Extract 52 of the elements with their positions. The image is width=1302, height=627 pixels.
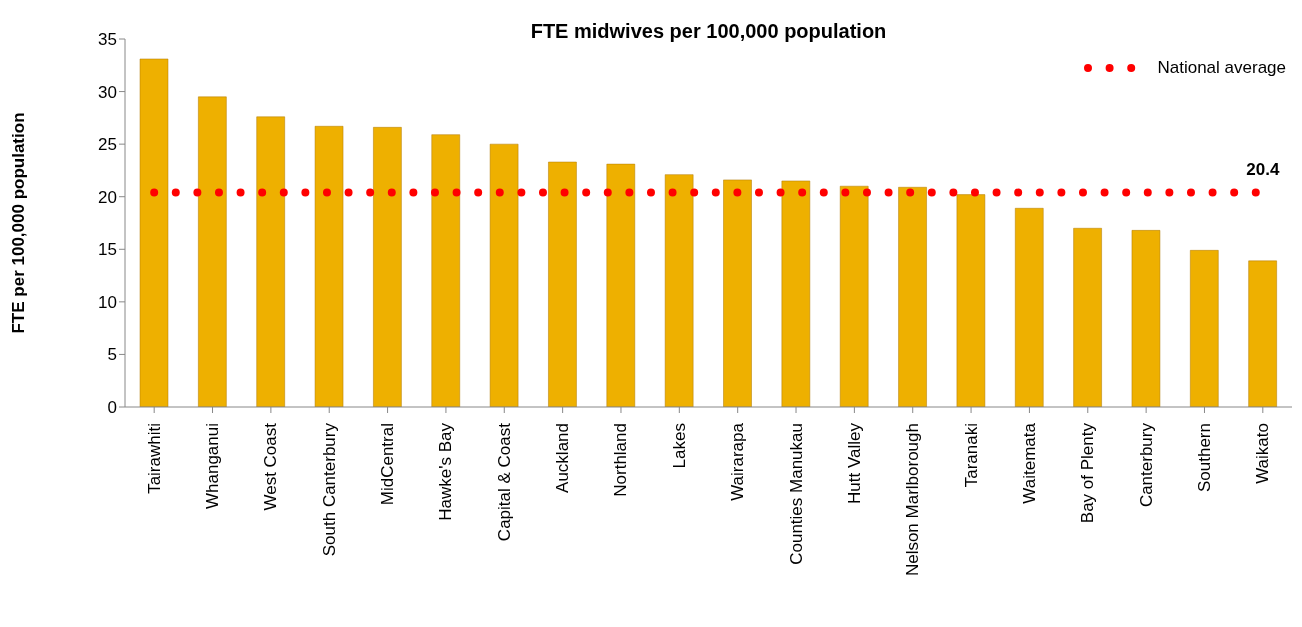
y-tick-label: 20: [98, 187, 117, 207]
y-axis-title: FTE per 100,000 population: [9, 112, 29, 334]
bar: [781, 180, 811, 407]
y-tick-label: 0: [107, 398, 117, 418]
bar: [898, 187, 927, 407]
bar: [1248, 260, 1277, 407]
x-tick-label: Taranaki: [961, 423, 981, 488]
x-tick-label: Capital & Coast: [494, 422, 514, 542]
x-tick-label: Southern: [1194, 423, 1214, 492]
annotation: 20.4: [1246, 159, 1280, 179]
bar: [1131, 230, 1161, 407]
bar: [1073, 228, 1102, 407]
x-tick-label: Wairarapa: [728, 422, 748, 501]
x-tick-label: Northland: [611, 423, 631, 497]
bar: [839, 185, 869, 407]
y-tick-label: 15: [98, 240, 117, 260]
x-tick-label: MidCentral: [378, 423, 398, 506]
bar: [198, 96, 227, 407]
bar: [548, 161, 577, 407]
y-tick-label: 5: [107, 345, 117, 365]
x-tick-label: Counties Manukau: [786, 423, 806, 565]
y-tick-label: 10: [98, 292, 117, 312]
bar: [489, 143, 519, 407]
bar: [723, 179, 752, 407]
x-tick-label: Bay of Plenty: [1078, 422, 1098, 524]
bar: [956, 194, 986, 407]
chart-title: FTE midwives per 100,000 population: [529, 20, 888, 43]
x-tick-label: Lakes: [669, 423, 689, 469]
bar: [314, 126, 344, 407]
bar: [606, 163, 636, 407]
y-tick-label: 35: [98, 30, 117, 50]
x-tick-label: Whanganui: [203, 423, 223, 510]
bar: [1015, 208, 1044, 407]
bar: [664, 174, 694, 407]
x-tick-label: Canterbury: [1136, 422, 1156, 508]
x-tick-label: West Coast: [261, 422, 281, 511]
x-tick-label: Tairawhiti: [144, 423, 164, 494]
bar: [139, 58, 169, 407]
legend-label: National average: [1156, 58, 1286, 78]
bar: [1190, 250, 1219, 407]
x-tick-label: South Canterbury: [319, 422, 339, 557]
x-tick-label: Waikato: [1253, 423, 1273, 484]
x-tick-label: Hawke's Bay: [436, 422, 456, 521]
x-tick-label: Auckland: [553, 423, 573, 493]
bar: [373, 127, 402, 407]
bar: [256, 116, 285, 407]
x-tick-label: Waitemata: [1019, 422, 1039, 504]
y-tick-label: 25: [98, 135, 117, 155]
x-tick-label: Nelson Marlborough: [903, 423, 923, 577]
bar: [431, 134, 460, 407]
x-tick-label: Hutt Valley: [844, 422, 864, 504]
y-tick-label: 30: [98, 82, 117, 102]
